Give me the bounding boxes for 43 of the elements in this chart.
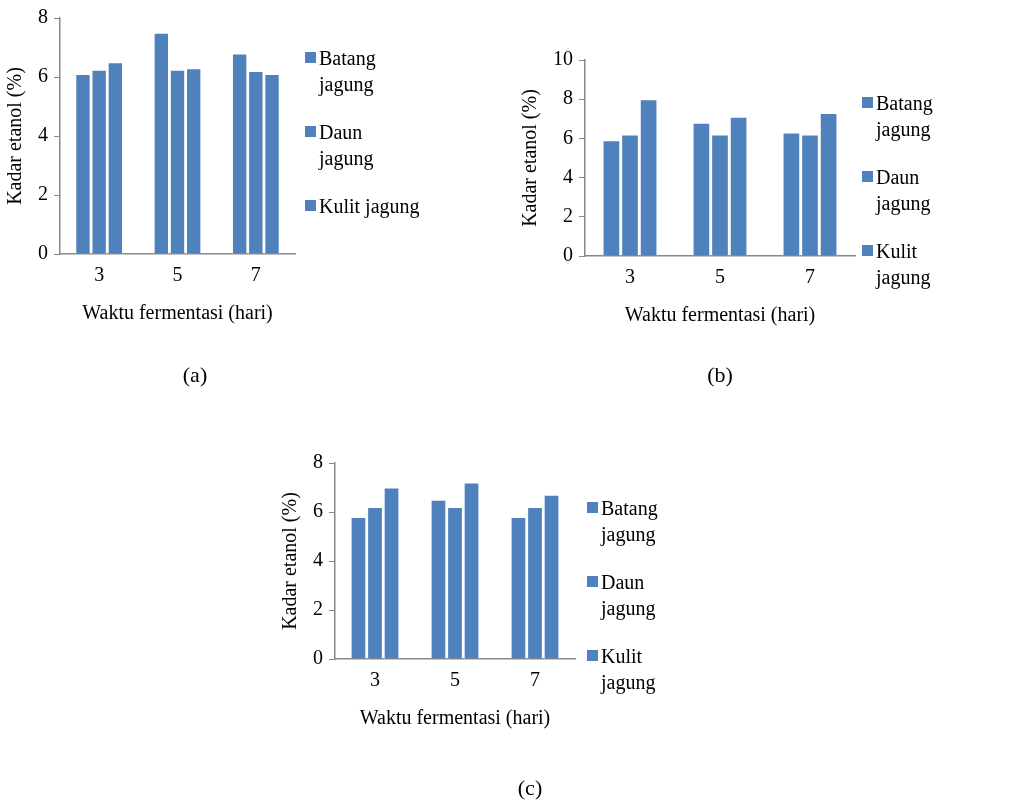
y-tick-label: 10 [553, 47, 573, 70]
x-tick-label: 5 [715, 265, 725, 288]
x-tick-label: 3 [625, 265, 635, 288]
y-tick-label: 2 [313, 597, 323, 620]
x-axis-title: Waktu fermentasi (hari) [82, 301, 273, 325]
y-tick-label: 6 [563, 125, 573, 148]
x-axis-title: Waktu fermentasi (hari) [359, 706, 551, 730]
x-tick-label: 3 [94, 263, 105, 286]
legend-label: Daun jagung [876, 165, 932, 216]
y-tick-label: 0 [313, 646, 323, 669]
y-tick-label: 2 [38, 182, 48, 205]
legend-label: Batang jagung [601, 496, 659, 547]
x-tick-label: 7 [805, 265, 815, 288]
y-tick-label: 0 [563, 243, 573, 266]
y-axis-title: Kadar etanol (%) [278, 492, 302, 630]
legend-label: Kulit jagung [876, 239, 932, 290]
legend-label: Batang jagung [319, 46, 377, 97]
y-tick-label: 8 [38, 5, 48, 28]
y-tick-label: 6 [38, 64, 48, 87]
y-tick-label: 8 [563, 86, 573, 109]
text: (c) [517, 775, 543, 801]
y-tick-label: 0 [38, 241, 48, 264]
legend-label: Daun jagung [601, 570, 657, 621]
y-tick-label: 2 [563, 204, 573, 227]
x-tick-label: 5 [172, 263, 183, 286]
legend-label: Batang jagung [876, 91, 934, 142]
y-tick-label: 8 [313, 450, 323, 473]
x-tick-label: 7 [250, 263, 261, 286]
y-tick-label: 4 [313, 548, 323, 571]
x-tick-label: 5 [450, 668, 460, 691]
text: (b) [707, 362, 733, 388]
y-axis-title: Kadar etanol (%) [518, 89, 542, 227]
x-axis-title: Waktu fermentasi (hari) [624, 303, 816, 327]
y-tick-label: 4 [38, 123, 48, 146]
x-tick-label: 3 [370, 668, 380, 691]
x-tick-label: 7 [530, 668, 540, 691]
legend-label: Daun jagung [319, 120, 375, 171]
legend-label: Kulit jagung [601, 644, 657, 695]
legend-label: Kulit jagung [319, 194, 420, 219]
y-axis-title: Kadar etanol (%) [3, 67, 27, 205]
y-tick-label: 4 [563, 164, 573, 187]
text: (a) [182, 362, 208, 388]
y-tick-label: 6 [313, 499, 323, 522]
